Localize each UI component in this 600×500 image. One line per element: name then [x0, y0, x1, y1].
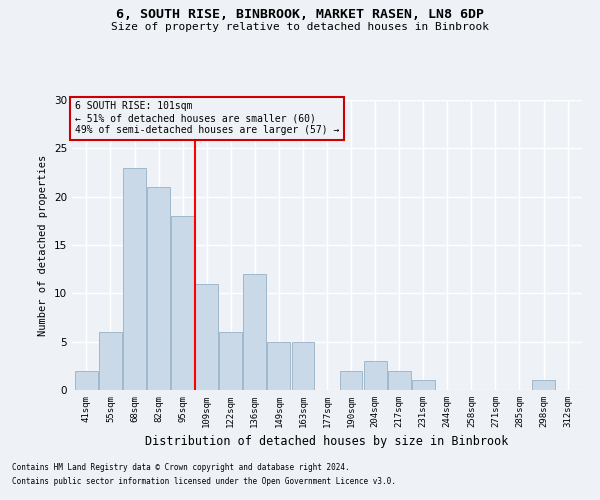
Text: Contains HM Land Registry data © Crown copyright and database right 2024.: Contains HM Land Registry data © Crown c… — [12, 464, 350, 472]
Bar — [268, 342, 290, 390]
Bar — [532, 380, 555, 390]
Bar — [195, 284, 218, 390]
Bar — [123, 168, 146, 390]
Bar — [244, 274, 266, 390]
Text: Contains public sector information licensed under the Open Government Licence v3: Contains public sector information licen… — [12, 477, 396, 486]
Bar — [340, 370, 362, 390]
Bar — [412, 380, 434, 390]
Bar — [147, 187, 170, 390]
Bar — [99, 332, 122, 390]
Bar — [171, 216, 194, 390]
Bar — [75, 370, 98, 390]
Text: Size of property relative to detached houses in Binbrook: Size of property relative to detached ho… — [111, 22, 489, 32]
Text: 6, SOUTH RISE, BINBROOK, MARKET RASEN, LN8 6DP: 6, SOUTH RISE, BINBROOK, MARKET RASEN, L… — [116, 8, 484, 20]
Bar — [364, 361, 386, 390]
Bar — [292, 342, 314, 390]
Bar — [388, 370, 410, 390]
Bar — [220, 332, 242, 390]
Y-axis label: Number of detached properties: Number of detached properties — [38, 154, 49, 336]
Text: Distribution of detached houses by size in Binbrook: Distribution of detached houses by size … — [145, 435, 509, 448]
Text: 6 SOUTH RISE: 101sqm
← 51% of detached houses are smaller (60)
49% of semi-detac: 6 SOUTH RISE: 101sqm ← 51% of detached h… — [74, 102, 339, 134]
